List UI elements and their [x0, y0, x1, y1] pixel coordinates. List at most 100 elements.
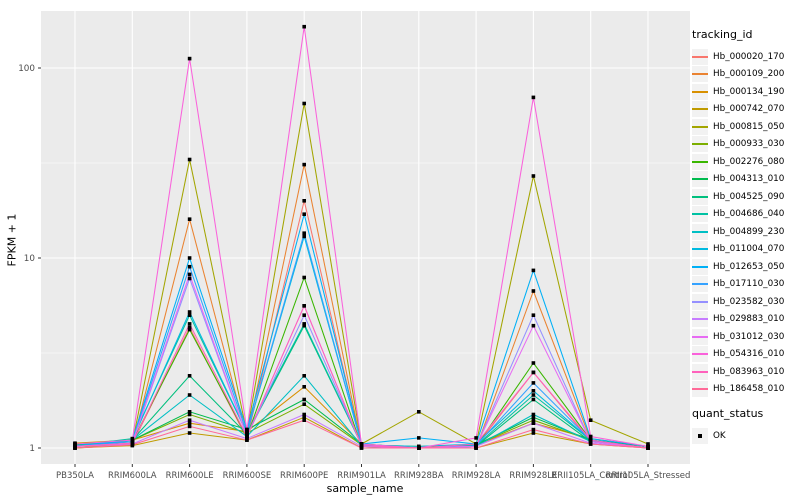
- legend-items-quant-status: OK: [692, 427, 798, 445]
- data-point: [302, 234, 306, 239]
- data-point: [187, 424, 192, 429]
- legend-key-swatch: [692, 188, 708, 205]
- legend-key-line: [692, 388, 708, 391]
- x-tick-label: RRII105LA_Stressed: [606, 471, 691, 481]
- legend: tracking_id Hb_000020_170 Hb_000109_200 Hb…: [692, 28, 798, 445]
- data-point: [245, 434, 249, 439]
- legend-item-label: Hb_054316_010: [713, 349, 785, 360]
- legend-key-swatch: [692, 241, 708, 258]
- x-tick-label: RRIM600SE: [223, 471, 272, 481]
- x-tick-label: RRIM901LA: [337, 471, 386, 481]
- legend-key-line: [692, 195, 708, 198]
- x-tick-label: RRIM600LA: [108, 471, 157, 481]
- data-point: [531, 421, 536, 425]
- x-tick-label: RRIM928BA: [394, 471, 444, 481]
- legend-item-Hb_000020_170: Hb_000020_170: [692, 48, 798, 66]
- legend-key-line: [692, 55, 708, 58]
- x-tick-label: RRII105LA_Control: [551, 471, 630, 481]
- data-point: [531, 397, 536, 402]
- data-point: [302, 418, 306, 422]
- legend-item-label: Hb_017110_030: [713, 279, 785, 290]
- x-tick-label: RRIM928LA: [452, 471, 501, 481]
- legend-key-line: [692, 178, 708, 181]
- data-point: [245, 427, 249, 432]
- legend-item-Hb_000134_190: Hb_000134_190: [692, 83, 798, 101]
- y-axis-title: FPKM + 1: [5, 213, 19, 267]
- data-point: [187, 393, 192, 397]
- data-point: [302, 231, 306, 235]
- data-point: [187, 327, 192, 332]
- legend-item-Hb_186458_010: Hb_186458_010: [692, 381, 798, 399]
- y-tick-label: 100: [18, 64, 35, 74]
- legend-key-swatch: [692, 153, 708, 170]
- x-axis-title: sample_name: [326, 482, 404, 495]
- legend-key-line: [692, 265, 708, 268]
- data-point: [302, 313, 306, 317]
- data-point: [73, 446, 77, 450]
- data-point: [187, 410, 192, 414]
- y-tick-label: 10: [24, 254, 36, 264]
- legend-key-swatch: [692, 66, 708, 83]
- legend-item-Hb_000109_200: Hb_000109_200: [692, 66, 798, 84]
- data-point: [359, 443, 364, 448]
- data-point: [531, 313, 536, 317]
- data-point: [302, 162, 306, 167]
- legend-item-label: Hb_004525_090: [713, 191, 785, 202]
- legend-key-swatch: [692, 276, 708, 293]
- legend-item-Hb_004899_230: Hb_004899_230: [692, 223, 798, 241]
- legend-item-Hb_054316_010: Hb_054316_010: [692, 346, 798, 364]
- data-point: [531, 415, 536, 420]
- data-point: [531, 95, 536, 100]
- data-point: [588, 418, 593, 422]
- legend-item-label: Hb_000742_070: [713, 104, 785, 115]
- legend-key-line: [692, 213, 708, 216]
- y-tick-label: 1: [29, 444, 35, 454]
- legend-item-label: Hb_083963_010: [713, 366, 785, 377]
- legend-item-label: Hb_004313_010: [713, 174, 785, 185]
- data-point: [531, 323, 536, 328]
- legend-item-Hb_004525_090: Hb_004525_090: [692, 188, 798, 206]
- legend-item-label: Hb_000109_200: [713, 69, 785, 80]
- data-point: [130, 443, 135, 447]
- data-point: [417, 436, 421, 440]
- legend-item-label: OK: [713, 430, 726, 441]
- legend-item-label: Hb_000134_190: [713, 86, 785, 97]
- data-point: [187, 325, 192, 330]
- data-point: [531, 389, 536, 393]
- data-point: [302, 275, 306, 280]
- data-point: [302, 304, 306, 308]
- legend-item-label: Hb_186458_010: [713, 384, 785, 395]
- legend-key-swatch: [692, 223, 708, 240]
- data-point: [531, 418, 536, 422]
- legend-item-Hb_023582_030: Hb_023582_030: [692, 293, 798, 311]
- legend-item-label: Hb_031012_030: [713, 331, 785, 342]
- data-point: [73, 442, 77, 446]
- legend-key-swatch: [692, 101, 708, 118]
- data-point: [531, 174, 536, 178]
- data-point: [531, 393, 536, 397]
- legend-key-swatch: [692, 136, 708, 153]
- legend-item-Hb_029883_010: Hb_029883_010: [692, 311, 798, 329]
- data-point: [531, 431, 536, 435]
- data-point: [187, 272, 192, 277]
- data-point: [588, 438, 593, 442]
- legend-key-swatch: [692, 381, 708, 398]
- data-point: [531, 427, 536, 432]
- data-point: [531, 370, 536, 375]
- legend-items-tracking-id: Hb_000020_170 Hb_000109_200 Hb_000134_190 H…: [692, 48, 798, 398]
- legend-title-tracking-id: tracking_id: [692, 28, 753, 41]
- legend-key-line: [692, 248, 708, 251]
- data-point: [187, 418, 192, 422]
- legend-key-swatch: [692, 328, 708, 345]
- legend-key-line: [692, 108, 708, 111]
- data-point: [187, 157, 192, 162]
- data-point: [474, 446, 478, 450]
- legend-item-Hb_004686_040: Hb_004686_040: [692, 206, 798, 224]
- x-tick-label: RRIM600LE: [166, 471, 214, 481]
- legend-item-Hb_031012_030: Hb_031012_030: [692, 328, 798, 346]
- legend-key-line: [692, 283, 708, 286]
- data-point: [302, 24, 306, 29]
- data-point: [187, 374, 192, 378]
- legend-key-line: [692, 335, 708, 338]
